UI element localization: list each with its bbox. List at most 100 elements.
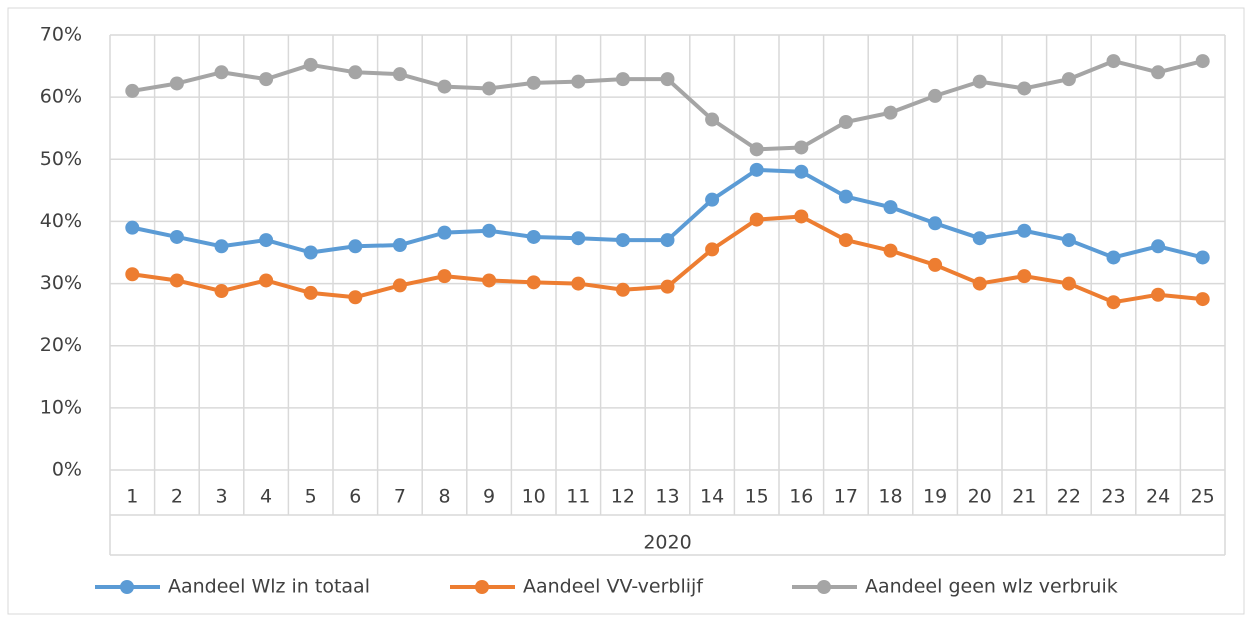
x-tick-label: 7	[394, 486, 406, 508]
y-tick-label: 40%	[40, 210, 82, 232]
data-point	[705, 242, 720, 257]
data-point	[1106, 54, 1121, 69]
legend-label: Aandeel Wlz in totaal	[168, 576, 370, 598]
data-point	[526, 275, 541, 290]
y-tick-label: 0%	[52, 459, 82, 481]
x-tick-label: 19	[923, 486, 947, 508]
data-point	[1106, 250, 1121, 265]
data-point	[392, 67, 407, 82]
data-point	[660, 233, 675, 248]
legend-label: Aandeel VV-verblijf	[523, 576, 704, 598]
data-point	[883, 200, 898, 215]
data-point	[972, 231, 987, 246]
data-point	[1151, 65, 1166, 80]
data-point	[1061, 276, 1076, 291]
x-tick-label: 10	[522, 486, 546, 508]
data-point	[972, 74, 987, 89]
x-tick-label: 5	[305, 486, 317, 508]
data-point	[838, 189, 853, 204]
data-point	[437, 79, 452, 94]
x-tick-label: 12	[611, 486, 635, 508]
data-point	[482, 273, 497, 288]
data-point	[794, 164, 809, 179]
x-tick-label: 23	[1101, 486, 1125, 508]
y-tick-label: 60%	[40, 86, 82, 108]
data-point	[660, 279, 675, 294]
data-point	[259, 72, 274, 87]
data-point	[1151, 287, 1166, 302]
x-tick-label: 20	[968, 486, 992, 508]
data-point	[705, 112, 720, 127]
legend-marker	[817, 580, 831, 594]
data-point	[214, 284, 229, 299]
data-point	[883, 105, 898, 120]
x-tick-label: 4	[260, 486, 272, 508]
legend-label: Aandeel geen wlz verbruik	[865, 576, 1118, 598]
x-tick-label: 18	[878, 486, 902, 508]
data-point	[303, 285, 318, 300]
data-point	[794, 209, 809, 224]
data-point	[259, 273, 274, 288]
x-tick-label: 15	[745, 486, 769, 508]
data-point	[348, 239, 363, 254]
data-point	[1017, 81, 1032, 96]
x-tick-label: 3	[215, 486, 227, 508]
x-tick-label: 14	[700, 486, 724, 508]
data-point	[169, 76, 184, 91]
data-point	[1195, 54, 1210, 69]
x-group-label: 2020	[643, 532, 691, 554]
data-point	[972, 276, 987, 291]
data-point	[482, 223, 497, 238]
x-tick-label: 13	[655, 486, 679, 508]
data-point	[660, 72, 675, 87]
data-point	[259, 233, 274, 248]
x-tick-label: 25	[1191, 486, 1215, 508]
data-point	[303, 57, 318, 72]
data-point	[571, 276, 586, 291]
data-point	[169, 273, 184, 288]
data-point	[169, 229, 184, 244]
data-point	[125, 267, 140, 282]
x-tick-label: 1	[126, 486, 138, 508]
data-point	[437, 225, 452, 240]
x-tick-label: 16	[789, 486, 813, 508]
data-point	[749, 162, 764, 177]
x-tick-label: 6	[349, 486, 361, 508]
data-point	[928, 88, 943, 103]
y-tick-label: 50%	[40, 148, 82, 170]
data-point	[838, 115, 853, 129]
data-point	[571, 231, 586, 246]
y-tick-label: 20%	[40, 334, 82, 356]
data-point	[437, 269, 452, 284]
data-point	[1017, 223, 1032, 238]
data-point	[615, 72, 630, 87]
data-point	[705, 192, 720, 207]
y-tick-label: 30%	[40, 272, 82, 294]
legend-marker	[120, 580, 134, 594]
data-point	[1017, 269, 1032, 284]
data-point	[1195, 292, 1210, 307]
data-point	[928, 216, 943, 231]
y-tick-label: 10%	[40, 396, 82, 418]
x-tick-label: 9	[483, 486, 495, 508]
data-point	[1106, 295, 1121, 310]
data-point	[392, 238, 407, 253]
x-tick-label: 24	[1146, 486, 1170, 508]
data-point	[615, 233, 630, 248]
chart-frame	[7, 7, 1245, 615]
data-point	[571, 74, 586, 89]
data-point	[125, 83, 140, 98]
x-tick-label: 11	[566, 486, 590, 508]
x-tick-label: 8	[438, 486, 450, 508]
y-tick-label: 70%	[40, 24, 82, 46]
data-point	[526, 75, 541, 90]
x-tick-label: 22	[1057, 486, 1081, 508]
x-tick-label: 21	[1012, 486, 1036, 508]
data-point	[214, 65, 229, 80]
data-point	[838, 233, 853, 248]
data-point	[348, 65, 363, 80]
data-point	[1061, 72, 1076, 87]
data-point	[125, 220, 140, 235]
data-point	[794, 140, 809, 155]
data-point	[526, 229, 541, 244]
